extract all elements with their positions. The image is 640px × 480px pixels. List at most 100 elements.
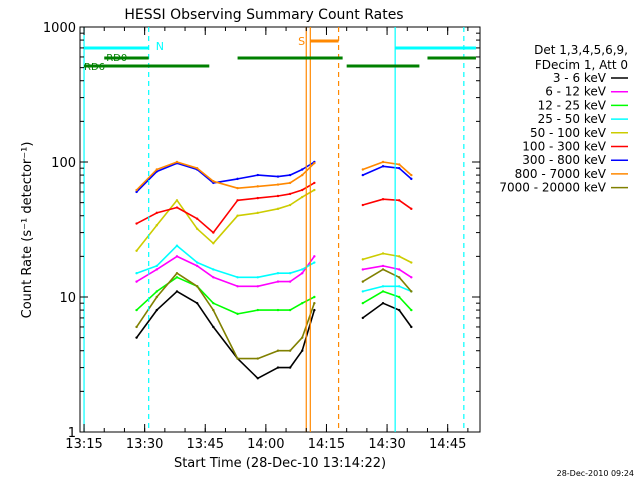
series-point bbox=[236, 276, 239, 279]
series-point bbox=[288, 366, 292, 369]
series-point bbox=[195, 301, 199, 305]
series-point bbox=[313, 255, 316, 258]
series-point bbox=[175, 290, 179, 293]
series-point bbox=[410, 276, 413, 279]
series-point bbox=[155, 168, 158, 171]
series-point bbox=[397, 276, 401, 279]
series-point bbox=[288, 349, 292, 352]
x-tick-label: 13:45 bbox=[187, 437, 224, 452]
series-point bbox=[212, 231, 215, 234]
series-layer bbox=[135, 160, 413, 380]
series-point bbox=[236, 186, 239, 190]
series-point bbox=[361, 316, 365, 320]
series-point bbox=[301, 336, 304, 339]
x-tick-label: 13:30 bbox=[126, 437, 163, 452]
y-axis: 1 10 100 1000 bbox=[43, 21, 480, 441]
series-point bbox=[135, 325, 138, 329]
series-line bbox=[136, 276, 315, 315]
rd0-label: RD0 bbox=[106, 53, 127, 64]
series-point bbox=[288, 280, 292, 283]
series-point bbox=[381, 198, 385, 201]
x-axis: 13:15 13:30 13:45 14:00 14:15 14:30 14:45 bbox=[65, 27, 469, 452]
series-point bbox=[397, 163, 401, 166]
series-point bbox=[288, 192, 292, 196]
series-point bbox=[410, 261, 413, 264]
series-point bbox=[410, 177, 413, 181]
series-point bbox=[155, 295, 158, 299]
series-point bbox=[301, 188, 304, 192]
series-point bbox=[361, 168, 365, 171]
series-point bbox=[236, 177, 239, 181]
series-point bbox=[381, 252, 385, 255]
legend-label: 25 - 50 keV bbox=[538, 112, 607, 126]
series-point bbox=[397, 295, 401, 299]
series-point bbox=[175, 199, 179, 202]
series-point bbox=[256, 285, 259, 288]
plot-frame bbox=[79, 26, 481, 433]
series-line bbox=[136, 182, 315, 234]
series-point bbox=[313, 295, 316, 299]
series-point bbox=[397, 285, 401, 288]
series-point bbox=[301, 272, 304, 275]
series-point bbox=[155, 224, 158, 227]
legend-info-line-1: Det 1,3,4,5,6,9, bbox=[534, 43, 628, 57]
series-point bbox=[410, 325, 413, 329]
series-point bbox=[256, 211, 259, 215]
series-point bbox=[381, 160, 385, 164]
series-point bbox=[361, 258, 365, 261]
series-point bbox=[256, 377, 259, 380]
series-point bbox=[212, 301, 215, 305]
series-point bbox=[256, 276, 259, 279]
series-point bbox=[313, 181, 316, 185]
series-point bbox=[313, 308, 316, 312]
series-point bbox=[236, 199, 239, 202]
series-point bbox=[135, 249, 138, 252]
series-point bbox=[361, 290, 365, 293]
series-point bbox=[195, 285, 199, 288]
series-point bbox=[155, 268, 158, 271]
series-point bbox=[256, 173, 259, 177]
series-point bbox=[410, 207, 413, 211]
saa-marker-label: S bbox=[298, 35, 305, 48]
series-line bbox=[362, 198, 412, 210]
series-point bbox=[301, 349, 304, 352]
series-point bbox=[397, 199, 401, 202]
series-line bbox=[362, 165, 412, 180]
series-point bbox=[288, 181, 292, 185]
series-line bbox=[362, 285, 412, 293]
series-point bbox=[195, 217, 199, 220]
series-point bbox=[276, 366, 280, 369]
series-point bbox=[256, 357, 259, 360]
legend-label: 50 - 100 keV bbox=[530, 126, 607, 140]
chart-title: HESSI Observing Summary Count Rates bbox=[124, 7, 403, 23]
series-point bbox=[212, 308, 215, 312]
series-point bbox=[175, 272, 179, 275]
series-point bbox=[175, 206, 179, 209]
series-point bbox=[135, 280, 138, 283]
series-point bbox=[135, 190, 138, 194]
footer-timestamp: 28-Dec-2010 09:24 bbox=[557, 469, 634, 478]
series-point bbox=[313, 261, 316, 264]
series-point bbox=[195, 166, 199, 170]
series-point bbox=[288, 308, 292, 312]
series-line bbox=[135, 189, 315, 252]
x-tick-label: 14:00 bbox=[247, 437, 284, 452]
series-point bbox=[301, 301, 304, 305]
series-point bbox=[301, 195, 304, 199]
series-point bbox=[195, 261, 199, 264]
series-point bbox=[276, 280, 280, 283]
series-point bbox=[301, 268, 304, 271]
series-point bbox=[135, 188, 138, 192]
series-point bbox=[256, 196, 259, 200]
series-point bbox=[236, 312, 239, 316]
x-axis-label: Start Time (28-Dec-10 13:14:22) bbox=[174, 456, 386, 471]
rd6-label: RD6 bbox=[84, 62, 105, 73]
series-point bbox=[276, 207, 280, 211]
x-tick-label: 13:15 bbox=[65, 437, 102, 452]
series-line bbox=[136, 244, 315, 279]
series-point bbox=[410, 308, 413, 312]
series-line bbox=[136, 255, 315, 288]
